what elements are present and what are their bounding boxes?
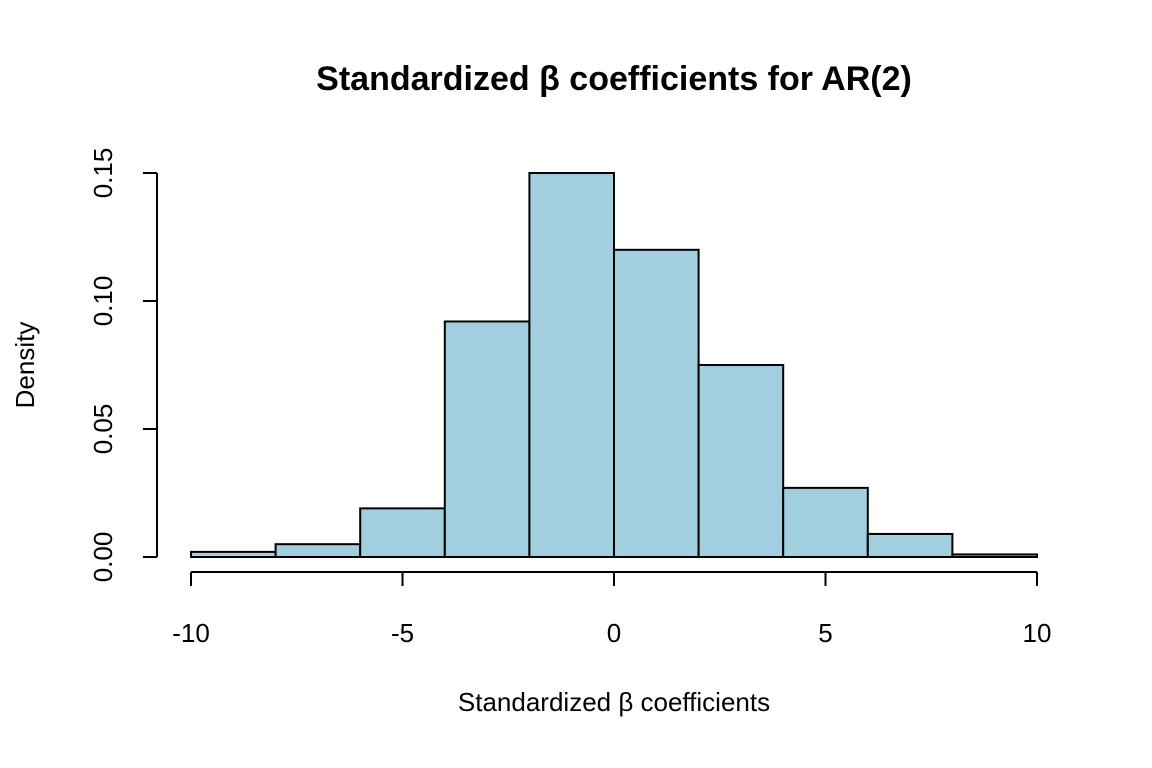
histogram-bar <box>190 550 277 559</box>
histogram-bar <box>951 553 1039 559</box>
y-tick-label: 0.10 <box>88 276 118 327</box>
histogram-bar <box>274 543 362 559</box>
histogram-bar <box>359 507 446 558</box>
y-axis: 0.00 0.05 0.10 0.15 <box>88 148 158 583</box>
histogram-bar <box>613 248 700 559</box>
bars-group <box>190 172 1039 559</box>
y-tick-label: 0.05 <box>88 404 118 455</box>
x-tick-label: -10 <box>172 618 210 648</box>
histogram-bar <box>443 320 531 559</box>
histogram-bar <box>697 364 785 558</box>
histogram-bar <box>528 172 616 558</box>
x-tick-label: 5 <box>818 618 832 648</box>
x-tick-label: 0 <box>607 618 621 648</box>
histogram-bar <box>782 486 869 559</box>
x-axis: -10 -5 0 5 10 <box>172 571 1052 648</box>
x-axis-title: Standardized β coefficients <box>458 687 770 717</box>
x-tick-label: 10 <box>1023 618 1052 648</box>
chart-title: Standardized β coefficients for AR(2) <box>316 60 912 98</box>
y-tick-label: 0.15 <box>88 148 118 199</box>
histogram-bar <box>866 532 954 559</box>
y-axis-title: Density <box>10 322 40 409</box>
y-tick-label: 0.00 <box>88 532 118 583</box>
x-tick-label: -5 <box>391 618 414 648</box>
